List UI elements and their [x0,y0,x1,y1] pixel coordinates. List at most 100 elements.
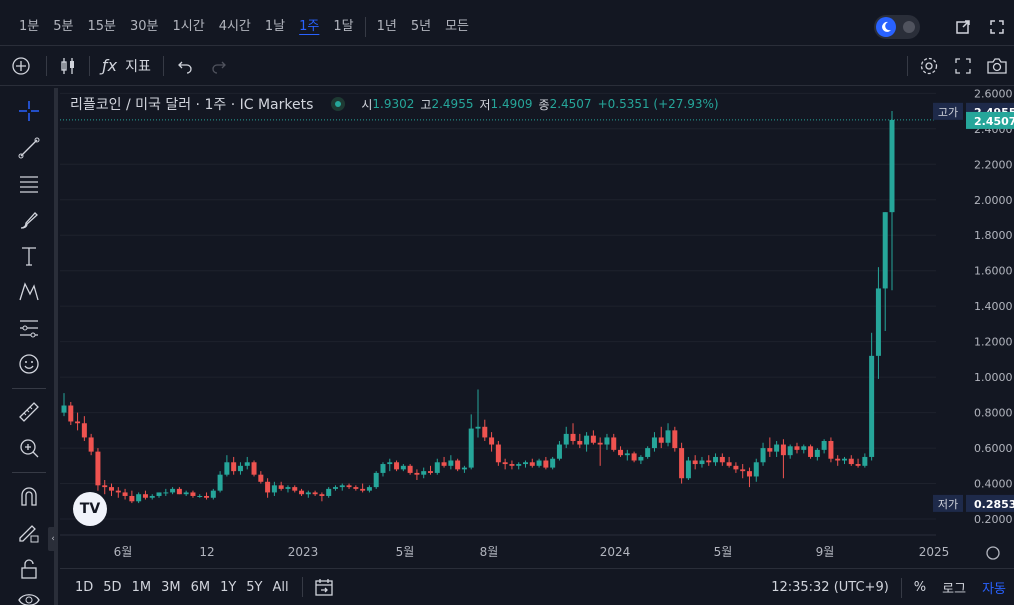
candle-body [136,494,142,502]
fib-retracement-icon[interactable] [12,167,46,201]
symbol-title[interactable]: 리플코인 / 미국 달러 · 1주 · IC Markets [70,97,314,113]
draw-lock-icon[interactable] [12,516,46,550]
eye-icon[interactable] [12,588,46,605]
settings-gear-icon[interactable] [912,49,946,83]
candle-body [651,437,657,449]
candle-body [631,453,637,461]
timeframe-button[interactable]: 1시간 [172,18,205,34]
timeframe-button[interactable]: 30분 [129,18,159,34]
camera-icon[interactable] [980,49,1014,83]
log-scale-toggle[interactable]: 로그 [942,582,967,597]
candle-body [75,421,81,424]
low-label-bg [933,494,963,512]
candle-body [841,458,847,461]
zoom-in-icon[interactable] [12,431,46,465]
candle-body [780,444,786,456]
candle-body [645,448,651,457]
brush-icon[interactable] [12,203,46,237]
candle-body [529,462,535,466]
candle-body [862,456,868,466]
text-tool-icon[interactable] [12,239,46,273]
candle-body [475,426,481,429]
timeframe-button[interactable]: 1달 [333,18,354,34]
percent-scale-toggle[interactable]: % [913,580,927,595]
high-key: 고 [420,97,432,112]
high-label: 고가 [938,106,958,119]
range-button[interactable]: 3M [161,579,181,595]
candle-body [855,464,861,466]
auto-scale-toggle[interactable]: 자동 [982,582,1006,597]
candle-body [95,451,101,486]
axis-settings-icon[interactable] [986,546,1000,560]
candle-body [61,405,67,413]
timeframe-button[interactable]: 1날 [264,18,286,34]
add-symbol-icon[interactable] [4,49,38,83]
candle-body [814,449,820,457]
range-button[interactable]: 6M [190,579,211,595]
candle-body [672,430,678,449]
redo-icon[interactable] [202,49,236,83]
timeframe-button[interactable]: 모든 [445,18,469,34]
range-button[interactable]: 1D [75,579,94,595]
x-tick-label: 8월 [480,545,499,559]
magnet-icon[interactable] [12,480,46,514]
timeframe-button[interactable]: 15분 [87,18,116,34]
low-label: 저가 [938,498,958,511]
fullscreen-chart-icon[interactable] [946,49,980,83]
clock-timezone[interactable]: 12:35:32 (UTC+9) [771,580,889,595]
candle-body [380,464,386,473]
timeframe-button[interactable]: 4시간 [218,18,251,34]
indicators-button[interactable]: ƒx 지표 [94,56,159,76]
y-tick-label: 1.0000 [974,371,1013,384]
candle-body [271,485,277,493]
timeframe-button[interactable]: 1주 [299,18,320,34]
timeframe-button[interactable]: 1분 [19,18,40,34]
last-price-tag-bg [966,111,1014,129]
candle-body [346,485,352,488]
candle-body [421,471,427,475]
range-button[interactable]: All [272,579,289,595]
range-button[interactable]: 1M [131,579,152,595]
low-key: 저 [479,97,491,112]
candle-body [224,462,230,475]
undo-icon[interactable] [168,49,202,83]
timeframe-button[interactable]: 1년 [376,18,397,34]
y-tick-label: 0.4000 [974,478,1013,491]
candle-body [292,487,298,491]
candle-body [231,462,237,472]
range-button[interactable]: 5Y [246,579,263,595]
ruler-icon[interactable] [12,395,46,429]
timeframe-button[interactable]: 5분 [53,18,74,34]
chart-toolbar: ƒx 지표 [0,46,1014,86]
candle-body [679,448,685,479]
emoji-icon[interactable] [12,347,46,381]
range-button[interactable]: 5D [103,579,122,595]
popout-icon[interactable] [946,10,980,44]
candlestick-chart[interactable]: 0.2000 0.4000 0.6000 0.8000 1.0000 1.2000 1.40… [60,87,1014,568]
collapse-toolbar-button[interactable]: ‹ [48,527,58,551]
theme-toggle[interactable] [874,15,920,39]
crosshair-icon[interactable] [12,94,46,128]
candle-body [550,458,556,468]
lock-icon[interactable] [12,552,46,586]
trend-line-icon[interactable] [12,131,46,165]
candle-body [692,460,698,465]
chart-pane[interactable]: 0.2000 0.4000 0.6000 0.8000 1.0000 1.2000 1.40… [60,87,1014,605]
high-value: 2.4955 [431,97,474,111]
goto-date-icon[interactable] [307,570,341,604]
candle-body [869,355,875,457]
timeframe-button[interactable]: 5년 [410,18,432,34]
candle-body [312,492,318,495]
fullscreen-icon[interactable] [980,10,1014,44]
candle-body [604,437,610,445]
candle-type-icon[interactable] [51,49,85,83]
candle-body [407,465,413,473]
pattern-icon[interactable] [12,275,46,309]
candle-body [204,495,210,498]
range-button[interactable]: 1Y [220,579,237,595]
prediction-icon[interactable] [12,311,46,345]
candle-body [767,448,773,452]
tradingview-logo[interactable]: TV [73,492,107,526]
open-value: 1.9302 [372,97,415,111]
y-tick-label: 2.2000 [974,158,1013,171]
